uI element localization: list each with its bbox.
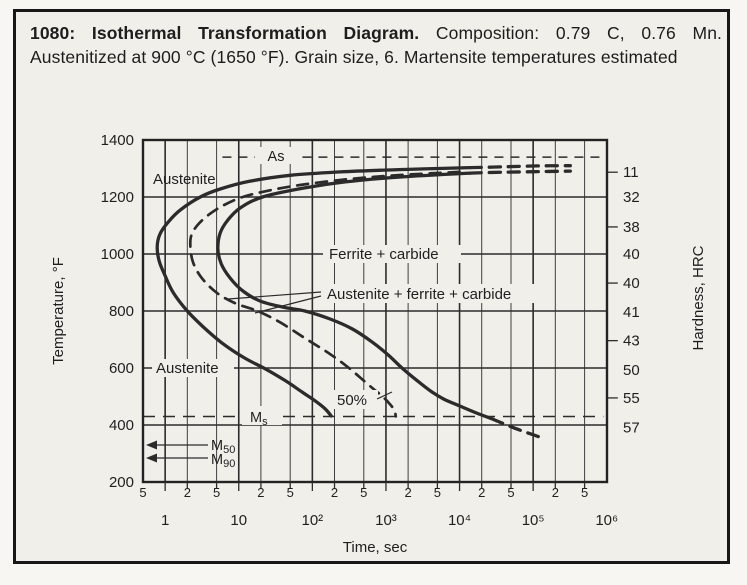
transformation-50pct-curve-dashed [188,170,461,418]
label-bg [332,390,378,409]
label-ms-line: Ms [250,410,268,428]
x-major-tick-label: 10³ [375,512,397,529]
figure-caption-title: 1080: Isothermal Transformation Diagram. [30,23,420,43]
m50-arrowhead-icon [146,440,157,450]
x-major-tick-label: 1 [161,512,169,529]
reference-lines [142,156,604,418]
x-minor-tick-label: 2 [331,485,338,500]
label-as-line: As [268,149,285,165]
right-axis-title: Hardness, HRC [690,245,707,350]
label-m90-line: M90 [211,452,235,470]
region-label-austenite-upper: Austenite [153,171,216,188]
ms-symbol: M [250,410,262,426]
x-minor-tick-label: 5 [139,485,146,500]
transformation-start-curve-solid [155,165,472,418]
pointer-line [227,291,322,300]
m90-symbol: M [211,452,223,468]
label-bg [321,284,535,303]
pointer-line [376,391,393,400]
hardness-tick-label: 38 [623,219,640,236]
label-50-percent: 50% [337,392,367,409]
hardness-tick-label: 41 [623,304,640,321]
label-bg [242,406,282,425]
pointer-line [254,295,322,314]
x-axis-title: Time, sec [343,539,408,556]
label-m50-line: M50 [211,438,235,456]
hardness-tick-label: 40 [623,275,640,292]
x-minor-tick-label: 5 [507,485,514,500]
x-major-tick-label: 10² [302,512,324,529]
x-minor-tick-label: 5 [213,485,220,500]
y-tick-label: 1400 [101,132,134,149]
transformation-finish-curve-dashed [490,417,545,440]
hardness-tick-label: 32 [623,189,640,206]
hardness-tick-label: 57 [623,419,640,436]
x-minor-tick-label: 2 [184,485,191,500]
m90-subscript: 90 [223,458,235,470]
x-major-tick-label: 10⁴ [448,512,471,529]
x-major-tick-label: 10 [230,512,247,529]
x-minor-tick-label: 5 [581,485,588,500]
plot-frame [141,138,609,484]
transformation-finish-curve-dashed [468,169,572,175]
figure-caption: 1080: Isothermal Transformation Diagram.… [30,22,722,70]
transformation-finish-curve-solid [216,171,495,421]
x-minor-tick-label: 5 [434,485,441,500]
x-minor-tick-label: 5 [360,485,367,500]
plot-labels: Austenite Austenite Ferrite + carbide Au… [146,147,535,470]
region-label-austenite-lower: Austenite [156,360,219,377]
region-label-austenite-ferrite-carbide: Austenite + ferrite + carbide [327,286,511,303]
y-tick-label: 400 [109,417,134,434]
hardness-tick-label: 43 [623,333,640,350]
x-major-tick-label: 10⁵ [522,512,545,529]
figure-caption-text: Composition: 0.79 C, 0.76 Mn. Austenitiz… [30,23,722,67]
label-bg [152,359,234,377]
y-axis-title: Temperature, °F [50,257,67,365]
ms-subscript: s [262,416,268,428]
label-bg [323,245,461,263]
hardness-tick-label: 50 [623,362,640,379]
y-tick-label: 600 [109,360,134,377]
transformation-curves [155,164,572,440]
x-minor-tick-label: 2 [404,485,411,500]
y-tick-label: 800 [109,303,134,320]
x-minor-tick-label: 5 [287,485,294,500]
x-minor-tick-label: 2 [257,485,264,500]
y-tick-label: 1200 [101,189,134,206]
hardness-tick-label: 40 [623,246,640,263]
x-major-tick-label: 10⁶ [595,512,618,529]
hardness-tick-label: 11 [623,164,639,181]
transformation-start-curve-dashed [468,164,572,170]
hardness-tick-label: 55 [623,390,640,407]
label-bg [255,147,297,164]
m90-arrowhead-icon [146,453,157,463]
y-tick-label: 200 [109,474,134,491]
tick-labels: 5 2 5 2 5 2 5 2 5 2 5 2 51 10 10² 10³ 10⁴ 10⁵ 10⁶140012001… [101,132,640,529]
m50-subscript: 50 [223,444,235,456]
region-label-ferrite-carbide: Ferrite + carbide [329,246,439,263]
x-minor-tick-label: 2 [478,485,485,500]
y-tick-label: 1000 [101,246,134,263]
m50-symbol: M [211,438,223,454]
x-minor-tick-label: 2 [552,485,559,500]
